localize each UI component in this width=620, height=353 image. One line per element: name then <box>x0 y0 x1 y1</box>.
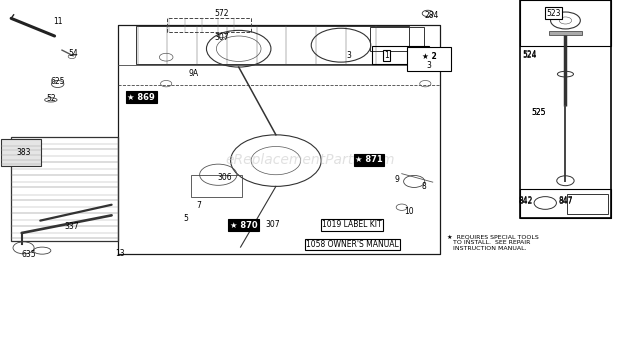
Text: 9: 9 <box>395 175 400 184</box>
Text: 524: 524 <box>523 51 538 60</box>
Text: 307: 307 <box>265 220 280 229</box>
Bar <box>407 47 451 71</box>
Bar <box>520 0 611 46</box>
Text: ★ 871: ★ 871 <box>355 155 383 164</box>
Text: 842: 842 <box>518 197 533 206</box>
Bar <box>549 31 582 35</box>
Text: 847: 847 <box>558 197 573 206</box>
Bar <box>370 27 424 51</box>
Text: ★  REQUIRES SPECIAL TOOLS
   TO INSTALL.  SEE REPAIR
   INSTRUCTION MANUAL.: ★ REQUIRES SPECIAL TOOLS TO INSTALL. SEE… <box>447 234 539 251</box>
Bar <box>445 222 613 261</box>
Bar <box>520 0 611 218</box>
Text: 1058 OWNER'S MANUAL: 1058 OWNER'S MANUAL <box>306 240 399 249</box>
Text: ★ 2: ★ 2 <box>422 52 436 61</box>
Text: 847: 847 <box>558 196 573 205</box>
Text: 3: 3 <box>346 50 351 60</box>
Text: 525: 525 <box>531 108 546 118</box>
Text: 9A: 9A <box>188 69 198 78</box>
Text: 3: 3 <box>427 61 432 70</box>
Text: 625: 625 <box>50 77 65 86</box>
Bar <box>520 189 611 218</box>
Text: 10: 10 <box>404 207 414 216</box>
Text: 52: 52 <box>46 94 56 103</box>
Text: eReplacementParts.com: eReplacementParts.com <box>225 152 395 167</box>
Text: 13: 13 <box>115 249 125 258</box>
Text: 383: 383 <box>16 148 31 157</box>
Text: ★ 869: ★ 869 <box>128 92 155 102</box>
Bar <box>191 175 242 197</box>
Text: 524: 524 <box>523 50 538 59</box>
Text: 1: 1 <box>384 51 389 60</box>
Text: 284: 284 <box>424 11 439 20</box>
Text: 307: 307 <box>214 33 229 42</box>
Text: 572: 572 <box>214 9 229 18</box>
Text: 11: 11 <box>53 17 63 26</box>
Text: 635: 635 <box>22 250 37 259</box>
Text: 54: 54 <box>68 49 78 58</box>
Text: 7: 7 <box>196 201 201 210</box>
Text: 8: 8 <box>421 182 426 191</box>
Bar <box>11 137 118 241</box>
Bar <box>136 26 409 64</box>
Text: 842: 842 <box>518 196 533 205</box>
Bar <box>567 194 608 214</box>
Text: ★ 870: ★ 870 <box>230 221 257 230</box>
Text: 525: 525 <box>531 108 546 117</box>
Text: 1019 LABEL KIT: 1019 LABEL KIT <box>322 220 382 229</box>
Text: 306: 306 <box>217 173 232 182</box>
Text: 337: 337 <box>64 222 79 231</box>
Text: 523: 523 <box>546 8 561 18</box>
Bar <box>1 139 41 166</box>
Bar <box>372 46 429 64</box>
Text: 5: 5 <box>184 214 188 223</box>
